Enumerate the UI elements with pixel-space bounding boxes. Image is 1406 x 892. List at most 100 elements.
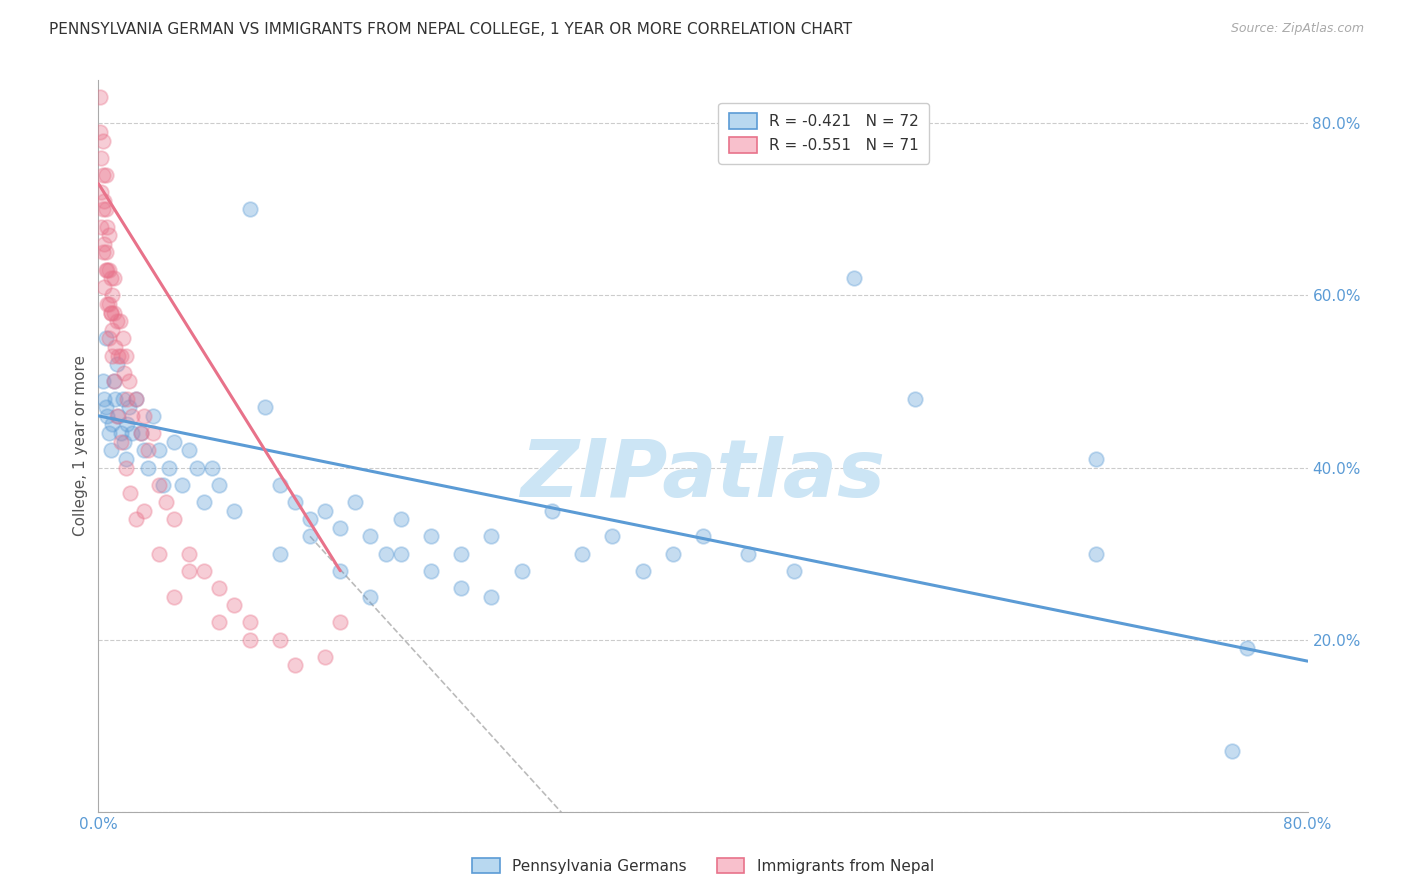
Point	[118, 375, 141, 389]
Legend: R = -0.421   N = 72, R = -0.551   N = 71: R = -0.421 N = 72, R = -0.551 N = 71	[718, 103, 929, 163]
Point	[111, 331, 134, 345]
Text: ZIPatlas: ZIPatlas	[520, 436, 886, 515]
Point	[98, 262, 121, 277]
Point	[132, 503, 155, 517]
Point	[103, 305, 125, 319]
Point	[904, 392, 927, 406]
Text: PENNSYLVANIA GERMAN VS IMMIGRANTS FROM NEPAL COLLEGE, 1 YEAR OR MORE CORRELATION: PENNSYLVANIA GERMAN VS IMMIGRANTS FROM N…	[49, 22, 852, 37]
Point	[111, 392, 134, 406]
Point	[661, 547, 683, 561]
Point	[602, 529, 624, 543]
Point	[170, 477, 193, 491]
Point	[110, 426, 132, 441]
Point	[136, 460, 159, 475]
Point	[112, 366, 135, 380]
Point	[110, 434, 132, 449]
Point	[114, 349, 136, 363]
Point	[94, 202, 117, 217]
Point	[104, 340, 127, 354]
Point	[91, 245, 114, 260]
Point	[152, 477, 174, 491]
Point	[163, 512, 186, 526]
Point	[540, 503, 562, 517]
Point	[125, 392, 148, 406]
Point	[93, 194, 115, 208]
Point	[329, 521, 352, 535]
Point	[142, 409, 165, 423]
Point	[96, 219, 118, 234]
Point	[163, 590, 186, 604]
Point	[101, 323, 124, 337]
Point	[114, 451, 136, 466]
Point	[783, 564, 806, 578]
Point	[96, 297, 118, 311]
Point	[374, 547, 396, 561]
Point	[98, 426, 121, 441]
Point	[103, 375, 125, 389]
Point	[481, 529, 503, 543]
Point	[450, 547, 472, 561]
Point	[269, 547, 291, 561]
Point	[737, 547, 759, 561]
Point	[389, 547, 412, 561]
Point	[98, 228, 121, 243]
Point	[269, 632, 291, 647]
Point	[93, 280, 115, 294]
Point	[420, 564, 443, 578]
Point	[284, 658, 307, 673]
Point	[299, 529, 322, 543]
Point	[114, 460, 136, 475]
Point	[155, 495, 177, 509]
Point	[179, 564, 201, 578]
Point	[148, 547, 170, 561]
Point	[269, 477, 291, 491]
Point	[329, 564, 352, 578]
Point	[96, 409, 118, 423]
Point	[103, 375, 125, 389]
Point	[115, 417, 138, 432]
Legend: Pennsylvania Germans, Immigrants from Nepal: Pennsylvania Germans, Immigrants from Ne…	[465, 852, 941, 880]
Point	[1085, 451, 1108, 466]
Point	[420, 529, 443, 543]
Point	[100, 305, 122, 319]
Point	[253, 401, 276, 415]
Point	[193, 495, 215, 509]
Point	[100, 271, 122, 285]
Point	[91, 375, 114, 389]
Point	[125, 392, 148, 406]
Point	[201, 460, 224, 475]
Point	[94, 168, 117, 182]
Point	[284, 495, 307, 509]
Point	[125, 512, 148, 526]
Point	[314, 503, 336, 517]
Point	[91, 134, 114, 148]
Point	[344, 495, 367, 509]
Point	[136, 443, 159, 458]
Point	[142, 426, 165, 441]
Point	[481, 590, 503, 604]
Point	[89, 125, 111, 139]
Point	[89, 90, 111, 104]
Point	[107, 409, 129, 423]
Point	[98, 297, 121, 311]
Point	[90, 185, 112, 199]
Point	[132, 409, 155, 423]
Point	[91, 168, 114, 182]
Point	[118, 401, 141, 415]
Point	[1085, 547, 1108, 561]
Point	[105, 314, 128, 328]
Point	[844, 271, 866, 285]
Point	[239, 202, 262, 217]
Point	[186, 460, 208, 475]
Point	[224, 598, 246, 612]
Point	[112, 434, 135, 449]
Point	[1236, 641, 1258, 656]
Point	[571, 547, 593, 561]
Point	[108, 314, 131, 328]
Point	[103, 271, 125, 285]
Point	[121, 409, 143, 423]
Point	[105, 409, 128, 423]
Point	[120, 486, 142, 500]
Point	[107, 349, 129, 363]
Point	[96, 262, 118, 277]
